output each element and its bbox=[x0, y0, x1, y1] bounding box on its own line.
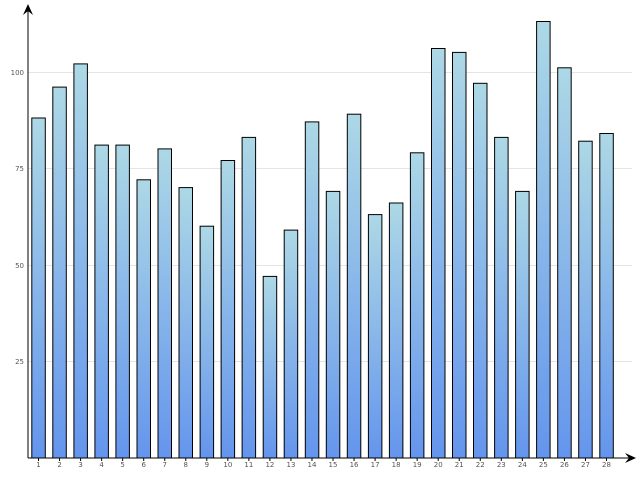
x-tick-label: 20 bbox=[434, 461, 443, 469]
x-tick-label: 15 bbox=[329, 461, 338, 469]
bar bbox=[325, 190, 341, 459]
bar bbox=[178, 187, 193, 459]
bar bbox=[157, 148, 172, 459]
bar bbox=[199, 225, 215, 459]
x-tick-label: 2 bbox=[57, 461, 61, 469]
x-tick-label: 24 bbox=[518, 461, 527, 469]
bar bbox=[94, 144, 109, 459]
y-tick-label: 75 bbox=[15, 165, 24, 173]
x-tick-label: 8 bbox=[184, 461, 188, 469]
bar bbox=[494, 136, 509, 459]
x-tick-label: 25 bbox=[539, 461, 548, 469]
bar bbox=[409, 152, 425, 459]
x-tick-label: 14 bbox=[308, 461, 317, 469]
x-tick-label: 26 bbox=[560, 461, 569, 469]
bar bbox=[241, 136, 257, 459]
bar bbox=[262, 275, 278, 459]
y-axis-arrow bbox=[23, 4, 33, 15]
x-axis-arrow bbox=[625, 453, 636, 463]
axes bbox=[23, 4, 636, 463]
bars bbox=[31, 21, 614, 459]
x-tick-label: 28 bbox=[602, 461, 611, 469]
bar bbox=[578, 140, 593, 459]
bar bbox=[52, 86, 67, 459]
x-tick-label: 12 bbox=[265, 461, 274, 469]
x-tick-label: 23 bbox=[497, 461, 506, 469]
x-tick-label: 19 bbox=[413, 461, 422, 469]
x-tick-label: 27 bbox=[581, 461, 590, 469]
bar bbox=[473, 82, 488, 459]
x-tick-label: 10 bbox=[223, 461, 232, 469]
bar bbox=[557, 67, 572, 459]
y-tick-label: 25 bbox=[15, 358, 24, 366]
x-tick-label: 21 bbox=[455, 461, 464, 469]
x-tick-label: 1 bbox=[36, 461, 40, 469]
bar bbox=[536, 21, 551, 459]
x-tick-label: 18 bbox=[392, 461, 401, 469]
bar bbox=[388, 202, 404, 459]
bar bbox=[136, 179, 151, 459]
x-tick-label: 4 bbox=[99, 461, 104, 469]
bar bbox=[431, 48, 446, 459]
bar bbox=[346, 113, 362, 459]
x-tick-labels: 1 2 3 4 5 6 7 8 9 10 11 12 13 14 15 16 17 18 19 20 21 22 23 24 2… bbox=[36, 458, 611, 469]
bar bbox=[515, 190, 530, 459]
bar bbox=[283, 229, 299, 459]
y-tick-labels: 25 50 75 100 bbox=[11, 69, 24, 366]
y-tick-label: 100 bbox=[11, 69, 24, 77]
bar bbox=[31, 117, 46, 459]
x-tick-label: 16 bbox=[350, 461, 359, 469]
bar bbox=[367, 214, 383, 459]
x-tick-label: 7 bbox=[162, 461, 166, 469]
bar bbox=[73, 63, 88, 459]
x-tick-label: 5 bbox=[120, 461, 124, 469]
x-tick-label: 6 bbox=[141, 461, 146, 469]
bar bbox=[304, 121, 320, 459]
bar bbox=[220, 160, 236, 459]
x-tick-label: 22 bbox=[476, 461, 485, 469]
y-tick-label: 50 bbox=[15, 262, 24, 270]
bar bbox=[599, 133, 614, 459]
x-tick-label: 11 bbox=[244, 461, 253, 469]
bar bbox=[452, 51, 467, 459]
x-tick-label: 13 bbox=[286, 461, 295, 469]
x-tick-label: 3 bbox=[78, 461, 82, 469]
bar bbox=[115, 144, 130, 459]
x-tick-label: 9 bbox=[205, 461, 209, 469]
x-tick-label: 17 bbox=[371, 461, 380, 469]
